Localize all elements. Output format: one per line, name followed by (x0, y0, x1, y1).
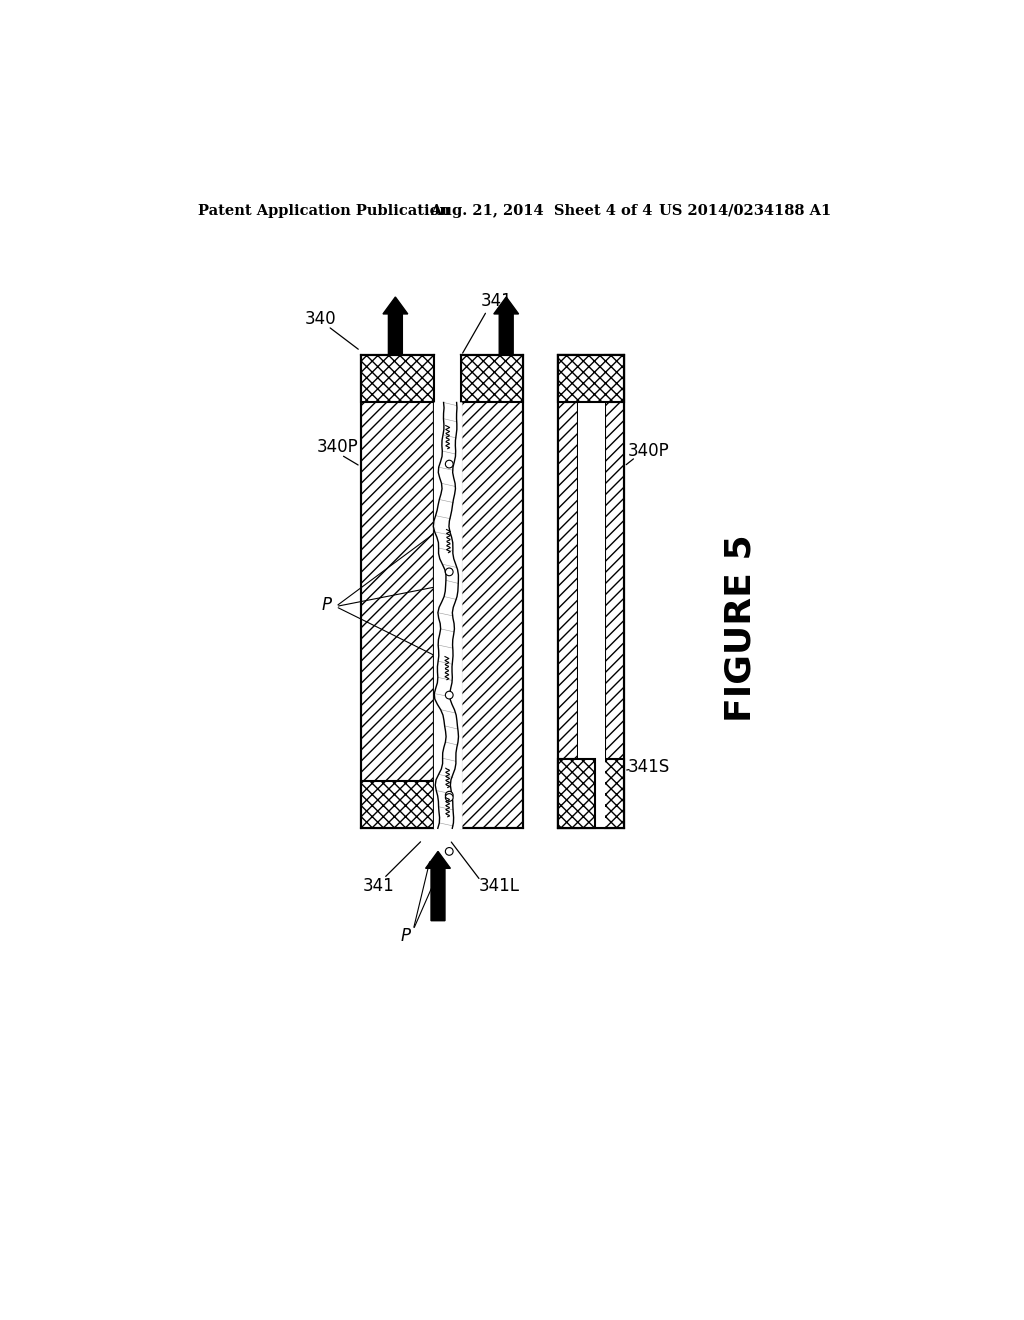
Text: 341S: 341S (628, 758, 670, 776)
Bar (461, 355, 523, 403)
Bar (558, 355, 624, 829)
Circle shape (445, 847, 453, 855)
Text: FIGURE 5: FIGURE 5 (723, 535, 758, 722)
Text: 341: 341 (362, 876, 394, 895)
Bar (461, 355, 523, 829)
Bar (558, 355, 624, 403)
FancyArrow shape (426, 851, 451, 921)
Circle shape (445, 793, 453, 801)
Bar (558, 759, 624, 829)
Bar (558, 355, 578, 829)
Circle shape (445, 568, 453, 576)
FancyArrow shape (494, 297, 518, 355)
Text: 340P: 340P (628, 442, 670, 459)
Text: 340P: 340P (316, 438, 358, 457)
Bar (558, 759, 595, 829)
Circle shape (445, 461, 453, 469)
Circle shape (445, 792, 453, 799)
Bar (578, 355, 604, 829)
Circle shape (445, 692, 453, 700)
Bar (434, 355, 461, 403)
Text: US 2014/0234188 A1: US 2014/0234188 A1 (658, 203, 831, 218)
Text: 341L: 341L (478, 876, 519, 895)
Text: 340: 340 (304, 310, 336, 327)
Text: P: P (400, 927, 411, 945)
Bar (434, 403, 461, 829)
Text: Aug. 21, 2014  Sheet 4 of 4: Aug. 21, 2014 Sheet 4 of 4 (430, 203, 652, 218)
Text: Patent Application Publication: Patent Application Publication (198, 203, 450, 218)
Bar (360, 355, 434, 829)
Bar (360, 355, 434, 403)
Text: 341: 341 (480, 292, 512, 310)
Bar (604, 355, 624, 829)
Text: P: P (322, 597, 332, 614)
Bar (558, 355, 624, 403)
FancyArrow shape (383, 297, 408, 355)
Bar (360, 780, 434, 829)
